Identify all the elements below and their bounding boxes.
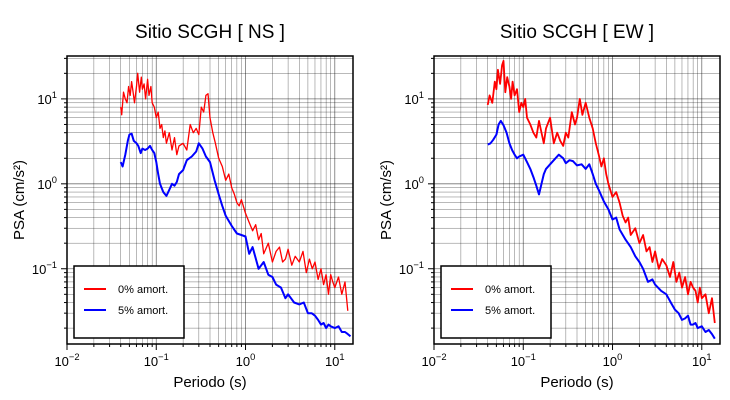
x-axis-label: Periodo (s) <box>540 374 613 391</box>
series-line-0pct-damping <box>486 60 716 324</box>
series-line-0pct-damping <box>120 72 349 311</box>
chart-title: Sitio SCGH [ EW ] <box>500 22 654 43</box>
x-tick-label: 10−2 <box>54 352 79 369</box>
y-tick-label-base: 10 <box>37 177 51 192</box>
y-tick-label-base: 10 <box>399 262 413 277</box>
x-tick-label-exponent: 0 <box>617 352 622 362</box>
y-tick-label: 10−1 <box>32 260 57 277</box>
grid <box>66 56 353 344</box>
y-tick-label-exponent: 0 <box>52 175 57 185</box>
x-tick-label-exponent: 0 <box>250 352 255 362</box>
legend-box <box>440 265 552 339</box>
x-tick-label-base: 10 <box>54 354 68 369</box>
legend-box <box>73 265 185 339</box>
y-tick-label-base: 10 <box>404 92 418 107</box>
series-line-5pct-damping <box>487 119 716 340</box>
x-tick-label-base: 10 <box>144 354 158 369</box>
x-tick-label-base: 10 <box>325 354 339 369</box>
x-tick-label: 10−1 <box>511 352 536 369</box>
y-tick-label: 100 <box>404 175 424 192</box>
x-tick-label-exponent: −1 <box>525 352 536 362</box>
y-axis-label: PSA (cm/s²) <box>378 160 395 240</box>
x-tick-label: 101 <box>692 352 712 369</box>
y-tick-label: 101 <box>404 90 424 107</box>
legend: 0% amort. 5% amort. <box>440 265 552 339</box>
legend-label-5pct: 5% amort. <box>485 305 535 317</box>
legend-label-0pct: 0% amort. <box>118 284 168 296</box>
y-tick-label-exponent: −1 <box>46 260 57 270</box>
y-tick-label-exponent: −1 <box>413 260 424 270</box>
y-tick-label-exponent: 1 <box>52 90 57 100</box>
y-tick-label: 101 <box>37 90 57 107</box>
x-tick-label-exponent: −2 <box>436 352 447 362</box>
y-tick-label-exponent: 1 <box>419 90 424 100</box>
x-axis: 10−2 10−1 100 101 <box>421 344 712 369</box>
x-tick-label: 10−1 <box>144 352 169 369</box>
y-tick-label-base: 10 <box>404 177 418 192</box>
x-tick-label: 100 <box>603 352 623 369</box>
y-tick-label-exponent: 0 <box>419 175 424 185</box>
y-tick-label: 100 <box>37 175 57 192</box>
series-line-5pct-damping <box>119 132 352 338</box>
y-tick-label-base: 10 <box>32 262 46 277</box>
x-axis: 10−2 10−1 100 101 <box>54 344 345 369</box>
x-tick-label-base: 10 <box>511 354 525 369</box>
legend-label-5pct: 5% amort. <box>118 305 168 317</box>
x-tick-label-exponent: −2 <box>69 352 80 362</box>
chart-title: Sitio SCGH [ NS ] <box>135 22 285 43</box>
x-axis-label: Periodo (s) <box>173 374 246 391</box>
y-tick-label: 10−1 <box>399 260 424 277</box>
y-tick-label-base: 10 <box>37 92 51 107</box>
x-tick-label-exponent: 1 <box>706 352 711 362</box>
y-axis-label: PSA (cm/s²) <box>11 160 28 240</box>
x-tick-label: 101 <box>325 352 345 369</box>
x-tick-label-exponent: −1 <box>158 352 169 362</box>
x-tick-label-base: 10 <box>603 354 617 369</box>
x-tick-label-base: 10 <box>236 354 250 369</box>
x-tick-label-base: 10 <box>421 354 435 369</box>
x-tick-label: 100 <box>236 352 256 369</box>
x-tick-label: 10−2 <box>421 352 446 369</box>
x-tick-label-base: 10 <box>692 354 706 369</box>
legend: 0% amort. 5% amort. <box>73 265 185 339</box>
x-tick-label-exponent: 1 <box>339 352 344 362</box>
legend-label-0pct: 0% amort. <box>485 284 535 296</box>
